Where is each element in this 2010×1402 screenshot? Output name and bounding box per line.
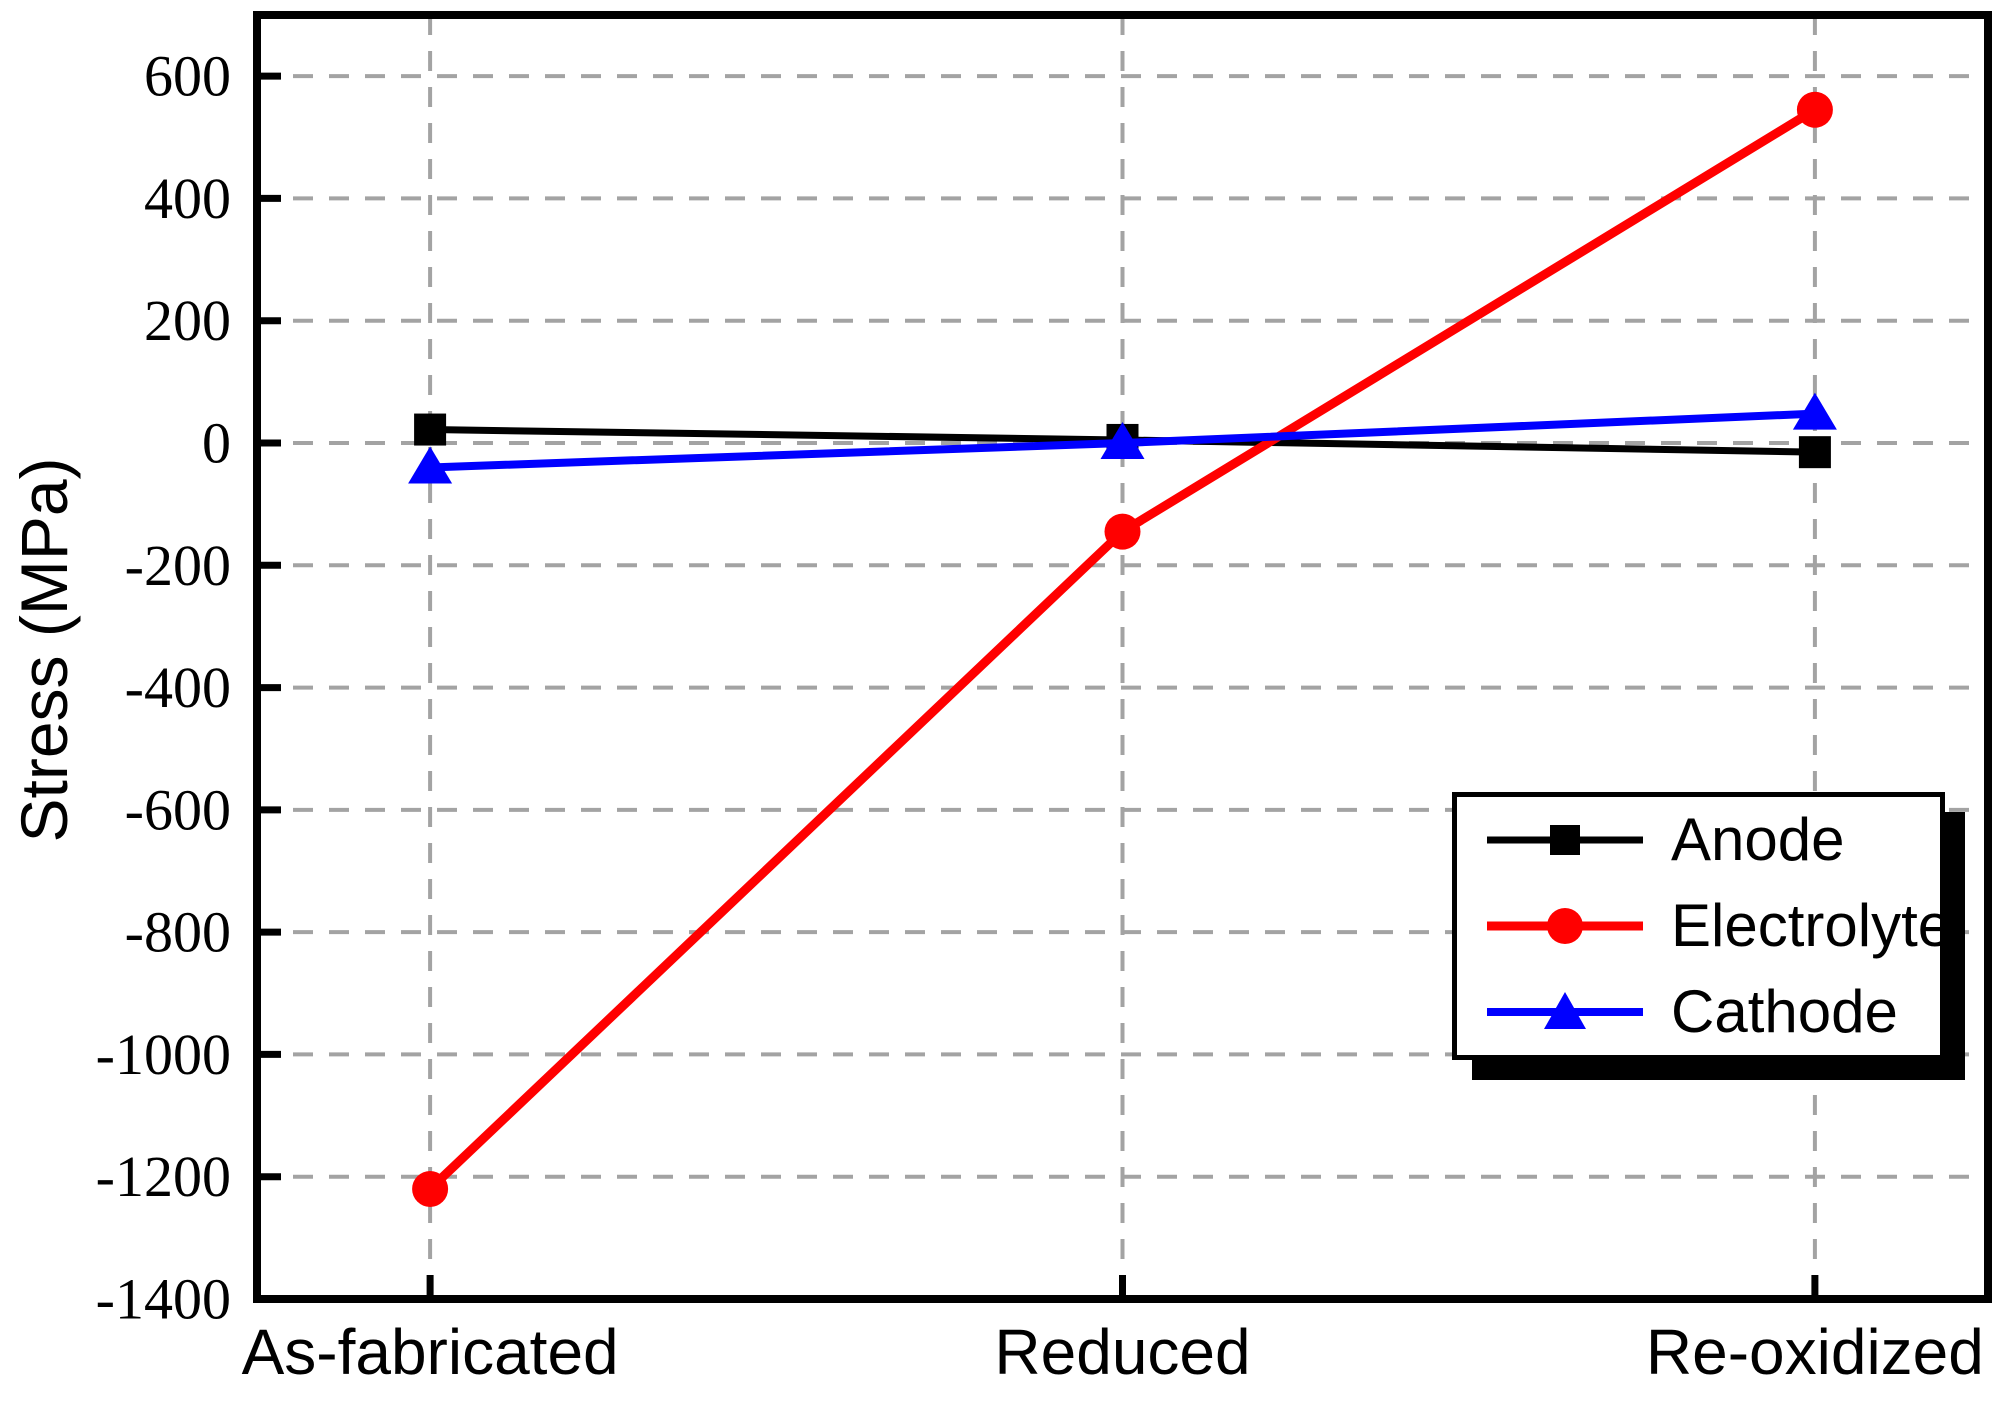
y-tick-label: -400 (125, 655, 231, 720)
legend-marker-triangle-cathode (1544, 992, 1586, 1029)
legend-entry-electrolyte: Electrolyte (1485, 883, 1951, 969)
y-axis-title: Stress (MPa) (7, 457, 81, 843)
legend-swatch-anode (1487, 825, 1643, 855)
marker-triangle-cathode-2 (1792, 392, 1837, 430)
legend-entry-anode: Anode (1485, 797, 1940, 883)
legend-swatch-cathode (1487, 992, 1643, 1029)
marker-triangle-cathode-1 (1100, 422, 1145, 459)
legend-label-cathode: Cathode (1671, 978, 1898, 1045)
legend-entry-cathode: Cathode (1485, 969, 1940, 1055)
legend-label-electrolyte: Electrolyte (1671, 892, 1952, 959)
legend-label-anode: Anode (1671, 806, 1845, 873)
marker-circle-electrolyte-2 (1796, 91, 1833, 128)
marker-square-anode-2 (1798, 436, 1831, 469)
y-tick-label: 400 (144, 166, 231, 231)
y-tick-label: 0 (202, 411, 231, 476)
y-tick-label: -200 (125, 533, 231, 598)
x-category-label: Reduced (994, 1316, 1250, 1388)
marker-square-anode-0 (414, 413, 447, 446)
y-tick-label: 600 (144, 44, 231, 109)
marker-circle-electrolyte-1 (1104, 513, 1141, 550)
x-category-label: As-fabricated (242, 1316, 619, 1388)
y-tick-label: -1200 (96, 1144, 231, 1209)
legend-marker-square-anode (1550, 825, 1580, 855)
legend-box: Anode Electrolyte Cathode (1452, 792, 1951, 1060)
x-category-label: Re-oxidized (1646, 1316, 1984, 1388)
y-tick-label: -1000 (96, 1022, 231, 1087)
y-tick-label: -600 (125, 777, 231, 842)
legend-swatch-electrolyte (1487, 908, 1643, 944)
marker-triangle-cathode-0 (408, 446, 453, 484)
plot-border (253, 11, 1992, 1303)
y-tick-label: -800 (125, 900, 231, 965)
marker-circle-electrolyte-0 (412, 1170, 449, 1207)
y-tick-label: 200 (144, 288, 231, 353)
y-tick-label: -1400 (96, 1267, 231, 1332)
legend-marker-circle-electrolyte (1547, 908, 1583, 944)
